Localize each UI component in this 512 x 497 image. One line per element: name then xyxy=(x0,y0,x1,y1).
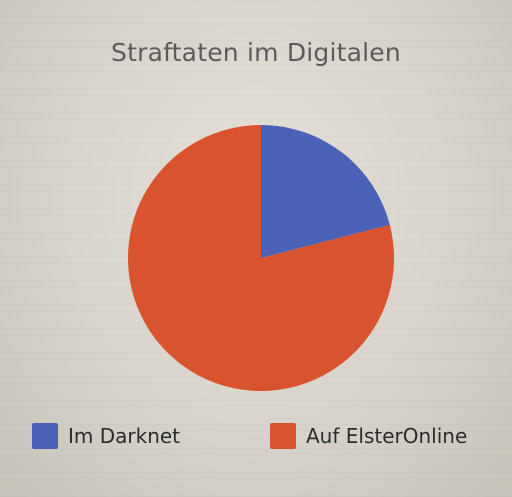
legend-item-auf-elsteronline: Auf ElsterOnline xyxy=(270,418,467,454)
legend-label-auf-elsteronline: Auf ElsterOnline xyxy=(306,424,468,448)
legend-swatch-auf-elsteronline xyxy=(270,423,296,449)
pie-slices xyxy=(128,125,395,391)
legend: Im Darknet Auf ElsterOnline xyxy=(0,418,512,454)
chart-title: Straftaten im Digitalen xyxy=(111,38,401,67)
legend-swatch-im-darknet xyxy=(32,423,58,449)
pie-slice-auf-elsteronline xyxy=(128,125,395,391)
pie-slice-im-darknet xyxy=(261,125,390,258)
legend-item-im-darknet: Im Darknet xyxy=(32,418,180,454)
legend-label-im-darknet: Im Darknet xyxy=(68,424,181,448)
